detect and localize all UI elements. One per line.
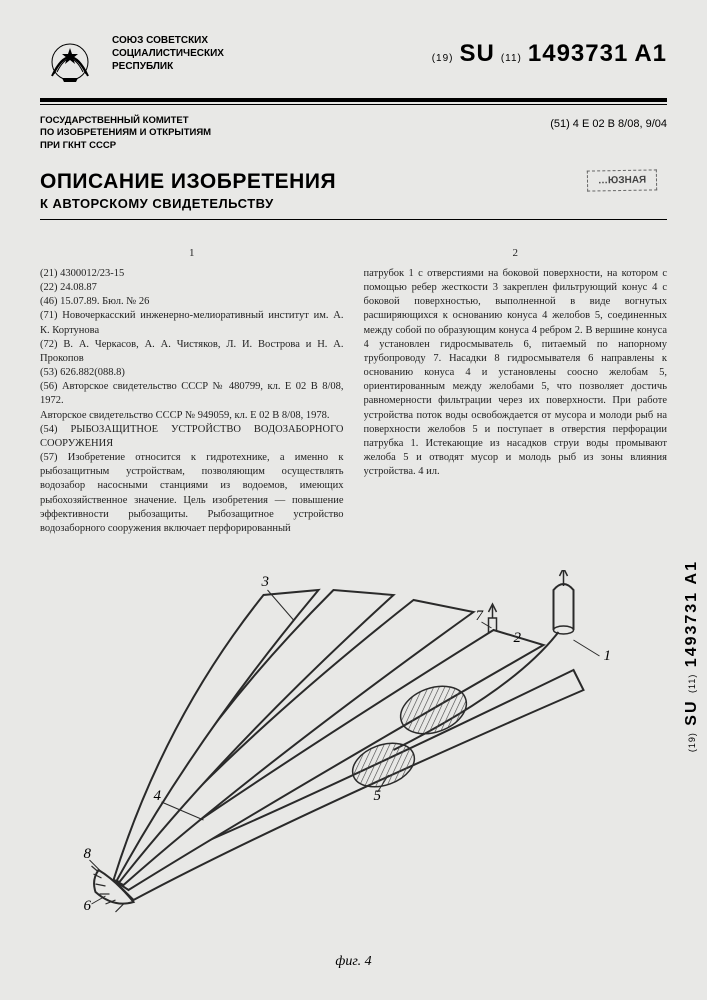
org-line3: РЕСПУБЛИК (112, 60, 252, 73)
committee-l2: ПО ИЗОБРЕТЕНИЯМ И ОТКРЫТИЯМ (40, 127, 240, 139)
header-row: СОЮЗ СОВЕТСКИХ СОЦИАЛИСТИЧЕСКИХ РЕСПУБЛИ… (40, 30, 667, 90)
title-text: ОПИСАНИЕ ИЗОБРЕТЕНИЯ К АВТОРСКОМУ СВИДЕТ… (40, 170, 336, 211)
col1-num: 1 (40, 246, 344, 261)
side-kind: A1 (683, 560, 700, 584)
pub-country: SU (459, 40, 494, 68)
title-sub: К АВТОРСКОМУ СВИДЕТЕЛЬСТВУ (40, 196, 336, 211)
figure-svg: 3 1 7 2 4 5 8 6 (40, 570, 667, 940)
fig-label-7: 7 (476, 608, 485, 624)
org-line2: СОЦИАЛИСТИЧЕСКИХ (112, 47, 252, 60)
patent-page: СОЮЗ СОВЕТСКИХ СОЦИАЛИСТИЧЕСКИХ РЕСПУБЛИ… (0, 0, 707, 1000)
pub-mid: (11) (501, 53, 522, 64)
column-1: 1 (21) 4300012/23-15 (22) 24.08.87 (46) … (40, 246, 344, 576)
column-2: 2 патрубок 1 с отверстиями на боковой по… (364, 246, 668, 576)
pub-num: 1493731 (528, 40, 628, 68)
classification: (51) 4 E 02 B 8/08, 9/04 (550, 115, 667, 152)
committee-l1: ГОСУДАРСТВЕННЫЙ КОМИТЕТ (40, 115, 240, 127)
library-stamp: …ЮЗНАЯ (587, 169, 658, 191)
col2-text: патрубок 1 с отверстиями на боковой пове… (364, 267, 668, 480)
ussr-emblem-icon (40, 30, 100, 90)
divider-thick (40, 98, 667, 102)
fig-label-1: 1 (604, 648, 612, 664)
side-prefix: (19) (687, 732, 697, 752)
divider-thin (40, 104, 667, 105)
publication-number: (19) SU (11) 1493731 A1 (432, 30, 667, 68)
title-main: ОПИСАНИЕ ИЗОБРЕТЕНИЯ (40, 170, 336, 194)
side-number: 1493731 (683, 591, 700, 667)
figure-4: 3 1 7 2 4 5 8 6 (40, 570, 667, 940)
fig-label-2: 2 (514, 630, 522, 646)
pub-prefix: (19) (432, 53, 454, 64)
fig-label-6: 6 (84, 898, 92, 914)
fig-label-3: 3 (261, 574, 270, 590)
fig-label-4: 4 (154, 788, 162, 804)
committee-l3: ПРИ ГКНТ СССР (40, 140, 240, 152)
side-publication-label: (19) SU (11) 1493731 A1 (683, 560, 701, 752)
org-line1: СОЮЗ СОВЕТСКИХ (112, 34, 252, 47)
fig-label-8: 8 (84, 846, 92, 862)
committee: ГОСУДАРСТВЕННЫЙ КОМИТЕТ ПО ИЗОБРЕТЕНИЯМ … (40, 115, 240, 152)
org-name: СОЮЗ СОВЕТСКИХ СОЦИАЛИСТИЧЕСКИХ РЕСПУБЛИ… (112, 30, 252, 73)
fig-label-5: 5 (374, 788, 382, 804)
col1-text: (21) 4300012/23-15 (22) 24.08.87 (46) 15… (40, 267, 344, 536)
body-columns: 1 (21) 4300012/23-15 (22) 24.08.87 (46) … (40, 246, 667, 576)
subheader: ГОСУДАРСТВЕННЫЙ КОМИТЕТ ПО ИЗОБРЕТЕНИЯМ … (40, 115, 667, 152)
title-block: ОПИСАНИЕ ИЗОБРЕТЕНИЯ К АВТОРСКОМУ СВИДЕТ… (40, 170, 667, 211)
side-mid: (11) (687, 674, 697, 693)
pub-kind: A1 (634, 40, 667, 68)
col2-num: 2 (364, 246, 668, 261)
side-country: SU (683, 699, 700, 725)
figure-caption: фиг. 4 (335, 954, 371, 970)
divider-thin-2 (40, 219, 667, 220)
